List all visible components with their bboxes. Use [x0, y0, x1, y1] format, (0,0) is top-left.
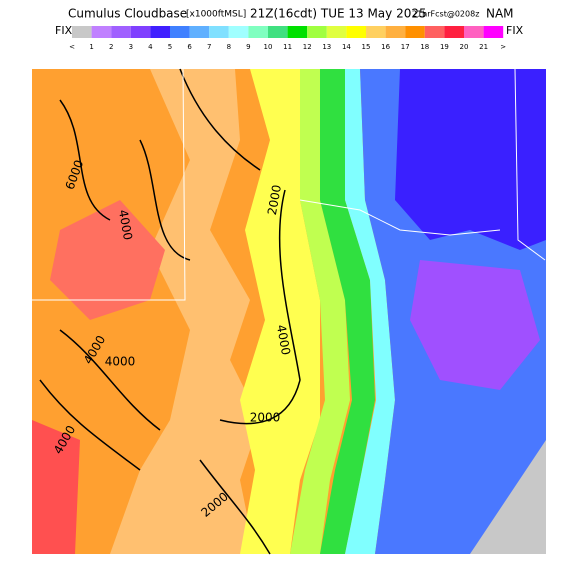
colorbar-right-label: FIX [506, 24, 524, 37]
contour-label: 4000 [116, 209, 135, 242]
colorbar-swatch [385, 26, 406, 38]
field-green [320, 69, 375, 554]
title-model: NAM [486, 7, 514, 21]
colorbar-label: 21 [479, 43, 488, 51]
colorbar-label: 1 [89, 43, 93, 51]
colorbar-label: 10 [264, 43, 273, 51]
field-purple [410, 260, 540, 390]
colorbar-label: 18 [420, 43, 429, 51]
colorbar-swatch [346, 26, 366, 38]
colorbar-swatch [150, 26, 170, 38]
colorbar-swatch [268, 26, 288, 38]
title-forecast: 21hrFcst@0208z [412, 10, 479, 19]
colorbar-label: 16 [381, 43, 390, 51]
colorbar-swatch [170, 26, 190, 38]
colorbar-label: 9 [246, 43, 250, 51]
colorbar-label: < [69, 43, 75, 51]
colorbar-swatch [307, 26, 327, 38]
title-product: Cumulus Cloudbase [68, 7, 187, 21]
colorbar-swatch [111, 26, 131, 38]
field-salmon [50, 200, 165, 320]
colorbar-swatch [405, 26, 425, 38]
field-lime [290, 69, 350, 554]
contour-label: 4000 [105, 355, 136, 369]
map-field [32, 68, 546, 555]
field-cyan [345, 69, 395, 554]
colorbar-swatch [228, 26, 249, 38]
colorbar-label: 8 [227, 43, 231, 51]
contour-lines [39, 68, 301, 555]
colorbar-swatch [248, 26, 268, 38]
colorbar-label: 5 [168, 43, 172, 51]
colorbar-swatch [189, 26, 210, 38]
colorbar-label: 19 [440, 43, 449, 51]
contour-label: 4000 [274, 324, 293, 357]
colorbar-swatch [366, 26, 386, 38]
colorbar-swatch [91, 26, 112, 38]
title-units: [x1000ftMSL] [186, 10, 246, 20]
colorbar-swatch [287, 26, 308, 38]
colorbar-label: > [500, 43, 506, 51]
title-time: 21Z(16cdt) TUE 13 May 2025 [250, 7, 427, 21]
colorbar-label: 20 [460, 43, 469, 51]
colorbar-label: 4 [148, 43, 153, 51]
colorbar-swatch [130, 26, 151, 38]
colorbar-label: 17 [401, 43, 410, 51]
colorbar-label: 7 [207, 43, 211, 51]
colorbar-swatch [326, 26, 347, 38]
colorbar-swatch [72, 26, 92, 38]
colorbar: <1 2 3 4 5 6 7 8 9 10 11 12 13 14 15 16 17 18 19 20 21 > [69, 26, 506, 51]
colorbar-swatch [464, 26, 484, 38]
field-peach [110, 69, 260, 554]
colorbar-label: 3 [129, 43, 133, 51]
colorbar-swatch [209, 26, 229, 38]
colorbar-swatch [483, 26, 504, 38]
colorbar-label: 12 [303, 43, 312, 51]
colorbar-label: 11 [283, 43, 292, 51]
colorbar-label: 2 [109, 43, 113, 51]
colorbar-label: 14 [342, 43, 351, 51]
contour-label: 2000 [265, 184, 284, 217]
colorbar-left-label: FIX [55, 24, 73, 37]
state-borders [32, 68, 546, 301]
gulf-gray [470, 440, 546, 554]
field-indigo [395, 69, 546, 250]
colorbar-swatch [444, 26, 464, 38]
colorbar-swatch [424, 26, 445, 38]
contour-label: 2000 [250, 411, 281, 425]
colorbar-label: 6 [187, 43, 192, 51]
field-red [32, 420, 80, 554]
colorbar-label: 15 [362, 43, 371, 51]
colorbar-label: 13 [322, 43, 331, 51]
